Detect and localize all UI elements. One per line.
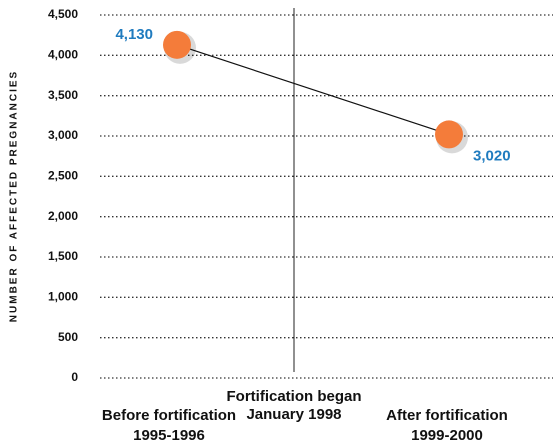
- line: [176, 44, 450, 135]
- y-axis-label: NUMBER OF AFFECTED PREGNANCIES: [9, 70, 20, 322]
- y-tick-label: 2,000: [48, 209, 78, 223]
- y-tick-label: 2,500: [48, 169, 78, 183]
- x-tick-label: After fortification: [386, 407, 508, 424]
- y-tick-label: 3,500: [48, 88, 78, 102]
- y-tick-label: 1,000: [48, 290, 78, 304]
- data-label: 3,020: [473, 147, 511, 164]
- y-tick-label: 500: [58, 330, 78, 344]
- x-tick-label: 1995-1996: [133, 427, 205, 444]
- point: [435, 120, 463, 149]
- y-tick-label: 4,500: [48, 7, 78, 21]
- x-tick-label: 1999-2000: [411, 427, 483, 444]
- data-label: 4,130: [115, 26, 153, 43]
- y-tick-label: 1,500: [48, 249, 78, 263]
- y-tick-label: 0: [71, 370, 78, 384]
- y-tick-label: 4,000: [48, 48, 78, 62]
- annotation: January 1998: [246, 406, 341, 423]
- point: [163, 30, 191, 59]
- y-tick-label: 3,000: [48, 128, 78, 142]
- annotation: Fortification began: [227, 388, 362, 405]
- x-tick-label: Before fortification: [102, 407, 236, 424]
